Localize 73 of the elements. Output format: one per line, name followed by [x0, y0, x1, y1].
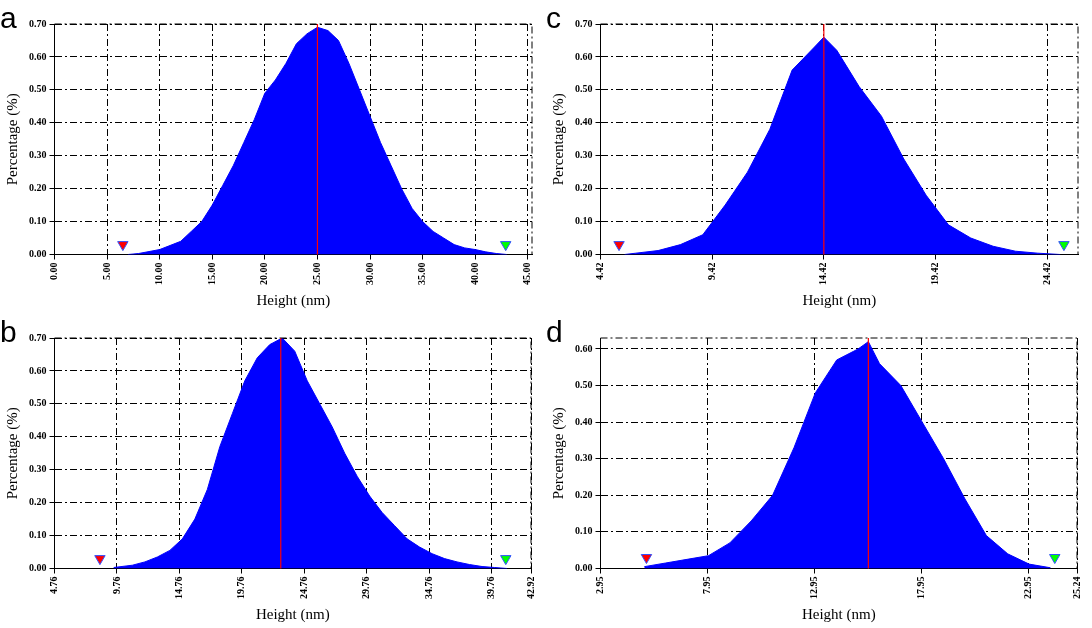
y-tick-label: 0.30	[29, 149, 47, 161]
y-tick-label: 0.50	[575, 379, 593, 391]
y-tick-label: 0.60	[29, 364, 47, 376]
y-tick-label: 0.30	[575, 149, 593, 161]
x-tick-label: 29.76	[360, 576, 372, 599]
chart-title: c	[546, 1, 561, 35]
y-tick-label: 0.20	[575, 488, 593, 500]
x-tick-label: 4.42	[594, 262, 606, 280]
y-tick-label: 0.40	[575, 415, 593, 427]
chart-title: d	[546, 315, 563, 349]
x-tick-label: 7.95	[700, 576, 712, 594]
y-tick-label: 0.60	[575, 50, 593, 62]
x-tick-label: 9.76	[110, 576, 122, 594]
y-tick-label: 0.20	[29, 496, 47, 508]
x-tick-label: 25.00	[311, 262, 323, 285]
x-tick-label: 14.42	[817, 262, 829, 285]
y-tick-label: 0.70	[575, 17, 593, 29]
x-tick-label: 24.76	[297, 576, 309, 599]
x-tick-label: 42.92	[524, 576, 536, 599]
x-tick-label: 0.00	[48, 262, 60, 280]
y-tick-label: 0.00	[575, 248, 593, 260]
x-tick-label: 24.42	[1040, 262, 1052, 285]
x-tick-label: 14.76	[172, 576, 184, 599]
y-tick-label: 0.50	[29, 397, 47, 409]
y-tick-label: 0.60	[575, 342, 593, 354]
y-tick-label: 0.30	[575, 452, 593, 464]
chart-title: b	[0, 315, 17, 349]
x-tick-label: 39.76	[485, 576, 497, 599]
x-axis-title: Height (nm)	[255, 605, 330, 623]
y-tick-label: 0.40	[29, 430, 47, 442]
x-tick-label: 20.00	[258, 262, 270, 285]
y-tick-label: 0.60	[29, 50, 47, 62]
x-tick-label: 30.00	[363, 262, 375, 285]
y-axis-title: Percentage (%)	[3, 93, 21, 186]
x-tick-label: 2.95	[594, 576, 606, 594]
x-axis-title: Height (nm)	[256, 291, 331, 309]
y-tick-label: 0.30	[29, 463, 47, 475]
y-tick-label: 0.40	[29, 116, 47, 128]
x-tick-label: 17.95	[914, 576, 926, 599]
y-tick-label: 0.10	[29, 215, 47, 227]
y-axis-title: Percentage (%)	[549, 407, 567, 500]
x-tick-label: 45.00	[521, 262, 533, 285]
y-tick-label: 0.10	[575, 525, 593, 537]
x-tick-label: 19.76	[235, 576, 247, 599]
y-tick-label: 0.10	[575, 215, 593, 227]
y-tick-label: 0.00	[29, 562, 47, 574]
x-tick-label: 40.00	[468, 262, 480, 285]
x-tick-label: 10.00	[153, 262, 165, 285]
x-tick-label: 9.42	[705, 262, 717, 280]
y-axis-title: Percentage (%)	[3, 407, 21, 500]
y-tick-label: 0.70	[29, 331, 47, 343]
x-tick-label: 4.76	[48, 576, 60, 594]
x-axis-title: Height (nm)	[801, 605, 876, 623]
y-tick-label: 0.70	[29, 17, 47, 29]
x-tick-label: 19.42	[929, 262, 941, 285]
y-tick-label: 0.00	[575, 562, 593, 574]
x-tick-label: 12.95	[807, 576, 819, 599]
x-tick-label: 25.24	[1070, 576, 1082, 599]
x-axis-title: Height (nm)	[802, 291, 877, 309]
x-tick-label: 34.76	[422, 576, 434, 599]
y-tick-label: 0.20	[29, 182, 47, 194]
y-tick-label: 0.50	[575, 83, 593, 95]
x-tick-label: 5.00	[100, 262, 112, 280]
y-axis-title: Percentage (%)	[549, 93, 567, 186]
y-tick-label: 0.20	[575, 182, 593, 194]
chart-title: a	[0, 1, 17, 35]
y-tick-label: 0.50	[29, 83, 47, 95]
x-tick-label: 15.00	[205, 262, 217, 285]
x-tick-label: 22.95	[1021, 576, 1033, 599]
x-tick-label: 35.00	[416, 262, 428, 285]
y-tick-label: 0.10	[29, 529, 47, 541]
y-tick-label: 0.00	[29, 248, 47, 260]
y-tick-label: 0.40	[575, 116, 593, 128]
